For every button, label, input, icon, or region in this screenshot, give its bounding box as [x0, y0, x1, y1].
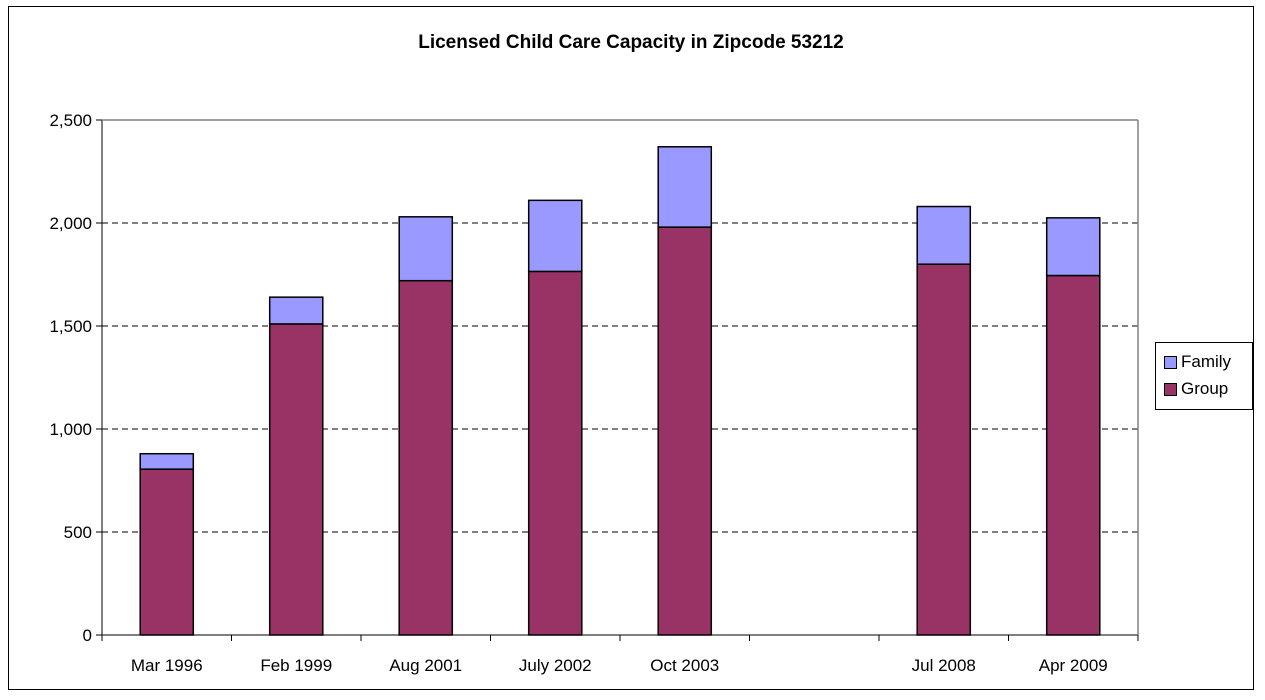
bar-family	[398, 216, 454, 282]
y-tick-label: 2,500	[49, 111, 92, 130]
y-tick-label: 500	[64, 523, 92, 542]
bar-family	[139, 452, 195, 470]
y-tick-label: 0	[83, 626, 92, 645]
x-tick-label: Feb 1999	[260, 656, 332, 675]
x-tick-label: Oct 2003	[650, 656, 719, 675]
bar-family	[916, 205, 972, 265]
x-tick-label: Aug 2001	[389, 656, 462, 675]
legend: Family Group	[1155, 342, 1253, 410]
bar-group	[268, 323, 324, 636]
y-tick-label: 1,000	[49, 420, 92, 439]
x-tick-label: Jul 2008	[912, 656, 976, 675]
bar-group	[139, 468, 195, 636]
bar-family	[1045, 217, 1101, 277]
legend-item-family: Family	[1164, 351, 1231, 373]
bar-group	[398, 279, 454, 636]
bar-family	[268, 296, 324, 325]
chart-title: Licensed Child Care Capacity in Zipcode …	[418, 32, 844, 53]
bar-family	[657, 146, 713, 228]
bar-group	[916, 263, 972, 636]
legend-swatch-group	[1164, 382, 1177, 396]
x-tick-label: Apr 2009	[1039, 656, 1108, 675]
legend-item-group: Group	[1164, 378, 1228, 400]
bar-family	[527, 199, 583, 273]
y-tick-label: 1,500	[49, 317, 92, 336]
bar-group	[1045, 274, 1101, 636]
bar-group	[657, 226, 713, 636]
x-tick-label: July 2002	[519, 656, 592, 675]
y-tick-label: 2,000	[49, 214, 92, 233]
x-tick-label: Mar 1996	[131, 656, 203, 675]
legend-label-group: Group	[1181, 379, 1229, 398]
bar-group	[527, 270, 583, 636]
legend-label-family: Family	[1181, 352, 1232, 371]
legend-swatch-family	[1164, 355, 1177, 369]
